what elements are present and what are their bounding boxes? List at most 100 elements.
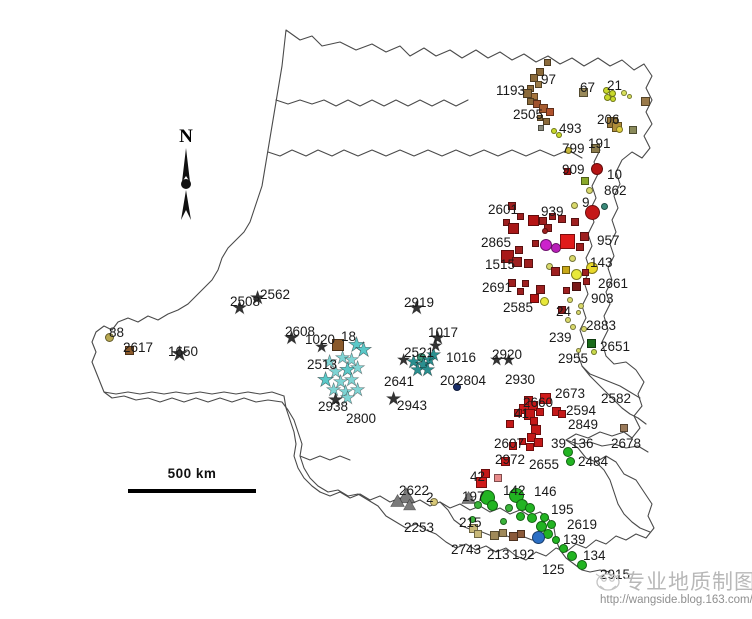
sample-label: 2915 [600,567,631,582]
circle-marker [568,254,576,262]
scale-bar-line [128,489,256,493]
sample-label: 2601 [488,202,519,217]
sample-label: 1020 [305,332,336,347]
star-marker [232,300,248,315]
square-marker [517,530,525,538]
square-marker [507,222,519,234]
sample-label: 21 [607,78,623,93]
square-marker [534,80,542,88]
circle-marker [416,352,426,362]
sample-label: 134 [583,548,606,563]
circle-marker [558,543,568,553]
square-marker [571,218,579,226]
circle-marker [515,511,525,521]
square-marker [515,246,523,254]
sample-label: 42 [470,469,486,484]
triangle-marker [390,494,406,508]
circle-marker [539,296,549,306]
sample-label: 39 [551,436,567,451]
square-marker [530,417,538,425]
star-marker [409,300,425,315]
star-marker [397,353,411,367]
sample-label: 97 [541,72,557,87]
sample-label: 2938 [318,399,349,414]
star-marker [355,341,373,358]
circle-marker [564,146,572,154]
star-marker [386,391,402,406]
square-marker [508,279,516,287]
star-marker [250,290,266,305]
sample-label: 799 [562,141,585,156]
north-arrow-letter: N [179,126,193,147]
square-marker [576,243,584,251]
sample-label: 2 [426,490,434,505]
sample-label: 9 [582,195,590,210]
square-marker [499,529,507,537]
sample-label: 192 [512,547,535,562]
sample-label: 136 [571,436,594,451]
circle-marker [474,501,482,509]
circle-marker [430,498,438,506]
square-marker [620,424,628,432]
watermark-logo-icon [595,573,621,591]
circle-marker [567,551,577,561]
circle-marker [525,503,535,513]
square-marker [500,249,514,263]
sample-label: 143 [590,255,613,270]
square-marker [578,87,588,97]
circle-marker [486,499,498,511]
star-marker [335,350,351,365]
sample-label: 2619 [567,517,598,532]
sample-label: 957 [597,233,620,248]
circle-marker [546,519,556,529]
sample-label: 909 [562,162,585,177]
square-marker [502,218,510,226]
circle-marker [586,262,598,274]
sample-label: 2883 [586,318,617,333]
watermark: 专业地质制图 http://wangside.blog.163.com/ [594,566,752,614]
square-marker [581,177,589,185]
sample-label: 191 [588,136,611,151]
circle-marker [585,186,593,194]
square-marker [640,96,650,106]
star-marker [430,330,446,345]
star-marker [328,364,344,379]
square-marker [533,437,543,447]
square-marker [526,443,534,451]
square-marker [546,108,554,116]
square-marker [582,277,590,285]
sample-label: 2920 [492,347,523,362]
square-marker [468,523,478,533]
square-marker [571,281,581,291]
circle-marker [531,530,545,544]
square-marker [523,258,533,268]
sample-label: 493 [559,121,582,136]
square-marker [124,345,134,355]
square-marker [509,442,517,450]
circle-marker [545,262,553,270]
circle-marker [581,326,587,332]
square-marker [563,167,571,175]
sample-label: 2622 [399,483,430,498]
circle-marker [565,456,575,466]
square-marker [536,68,544,76]
star-marker [429,339,443,353]
sample-label: 197 [462,489,485,504]
triangle-marker [461,491,477,505]
circle-marker [575,347,581,353]
sample-label: 2253 [404,520,435,535]
circle-marker [615,125,623,133]
square-marker [586,338,596,348]
circle-marker [626,93,632,99]
sample-label: 2743 [451,542,482,557]
sample-label: 2521 [404,345,435,360]
square-marker [562,286,570,294]
square-marker [475,476,487,488]
square-marker [559,233,575,249]
square-marker [539,392,551,404]
square-marker [526,432,536,442]
circle-marker [602,86,610,94]
square-marker [536,408,544,416]
star-marker [317,371,335,388]
star-marker [333,374,349,389]
